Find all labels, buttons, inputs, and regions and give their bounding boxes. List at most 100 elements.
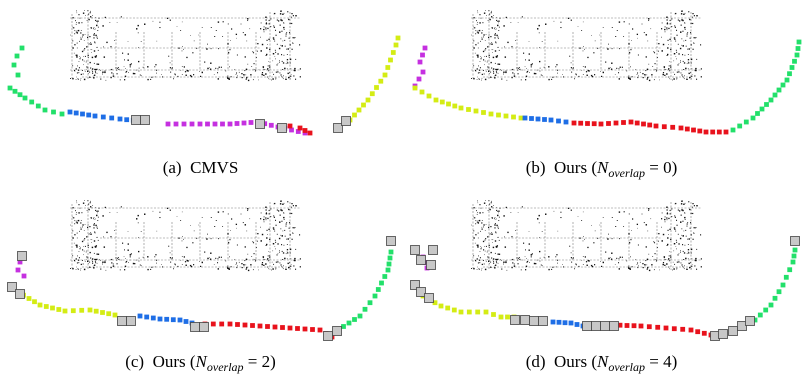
building-point <box>111 72 113 74</box>
building-point <box>96 46 98 48</box>
building-point <box>80 79 81 81</box>
building-point <box>282 78 284 80</box>
building-point <box>619 66 621 68</box>
overlap-camera-box <box>323 331 333 341</box>
camera-marker <box>792 58 797 64</box>
building-point <box>260 240 262 242</box>
building-point <box>483 73 485 75</box>
building-point <box>623 21 625 23</box>
camera-marker <box>780 282 786 288</box>
building-point <box>560 27 562 29</box>
overlap-camera-box <box>538 316 548 326</box>
building-point <box>236 54 238 56</box>
building-point <box>72 216 74 218</box>
camera-marker <box>387 255 393 261</box>
building-point <box>628 52 631 54</box>
building-point <box>260 212 262 214</box>
building-point <box>269 48 271 51</box>
building-point <box>628 77 630 80</box>
building-point <box>507 41 509 44</box>
building-point <box>103 56 106 58</box>
building-point <box>161 74 162 75</box>
building-point <box>496 207 498 208</box>
building-point <box>276 233 278 235</box>
building-point <box>286 258 288 260</box>
building-point <box>172 67 173 68</box>
building-point <box>299 266 301 268</box>
building-point <box>543 66 545 68</box>
building-point <box>89 36 91 38</box>
building-point <box>180 70 182 71</box>
building-point <box>477 212 479 213</box>
building-point <box>479 22 481 24</box>
building-point <box>95 34 97 37</box>
building-point <box>700 76 702 78</box>
building-point <box>144 213 146 215</box>
building-point <box>503 25 505 27</box>
caption-b-n: N <box>597 158 609 177</box>
building-point <box>279 250 280 252</box>
building-point <box>581 70 583 71</box>
building-point <box>477 72 479 74</box>
camera-marker <box>498 314 504 320</box>
building-point <box>277 243 279 245</box>
camera-marker <box>763 307 769 313</box>
building-point <box>557 72 558 74</box>
building-point <box>676 219 678 221</box>
building-point <box>666 206 668 208</box>
building-point <box>669 228 671 231</box>
overlap-camera-box <box>199 322 209 332</box>
camera-marker <box>7 85 13 91</box>
camera-marker <box>12 88 18 94</box>
building-point <box>90 10 91 12</box>
building-point <box>571 71 573 73</box>
building-point <box>579 237 581 239</box>
building-point <box>276 254 278 256</box>
building-point <box>136 218 138 220</box>
building-point <box>487 210 489 211</box>
building-point <box>289 262 290 264</box>
building-point <box>76 212 78 213</box>
building-point <box>87 224 89 226</box>
building-point <box>666 212 668 214</box>
building-point <box>692 16 693 18</box>
building-point <box>668 27 670 30</box>
building-point <box>83 78 86 81</box>
building-point <box>644 264 646 266</box>
building-point <box>139 74 141 76</box>
building-point <box>616 30 618 31</box>
building-point <box>524 66 526 68</box>
building-point <box>560 217 562 219</box>
camera-marker <box>173 121 179 127</box>
building-point <box>282 252 285 254</box>
building-point <box>127 243 129 245</box>
camera-marker <box>585 121 590 126</box>
building-point <box>591 35 592 36</box>
building-point <box>487 256 489 258</box>
building-point <box>668 260 670 262</box>
building-point <box>677 254 679 256</box>
building-point <box>477 76 479 78</box>
building-point <box>484 230 486 231</box>
building-point <box>170 266 172 268</box>
building-point <box>217 21 220 23</box>
building-point <box>666 213 669 215</box>
building-point <box>206 48 208 50</box>
building-point <box>676 267 678 269</box>
building-point <box>283 22 285 24</box>
building-point <box>289 234 291 236</box>
caption-a-text: CMVS <box>190 158 239 177</box>
building-point <box>268 209 270 211</box>
building-point <box>286 54 288 55</box>
camera-marker <box>787 267 793 273</box>
building-point <box>528 231 530 232</box>
building-point <box>104 16 106 19</box>
camera-marker <box>378 78 384 84</box>
building-point <box>497 36 499 38</box>
building-point <box>494 223 496 224</box>
building-point <box>538 214 540 217</box>
building-point <box>155 254 157 256</box>
building-point <box>150 268 152 270</box>
building-point <box>591 225 592 226</box>
building-point <box>91 246 94 249</box>
